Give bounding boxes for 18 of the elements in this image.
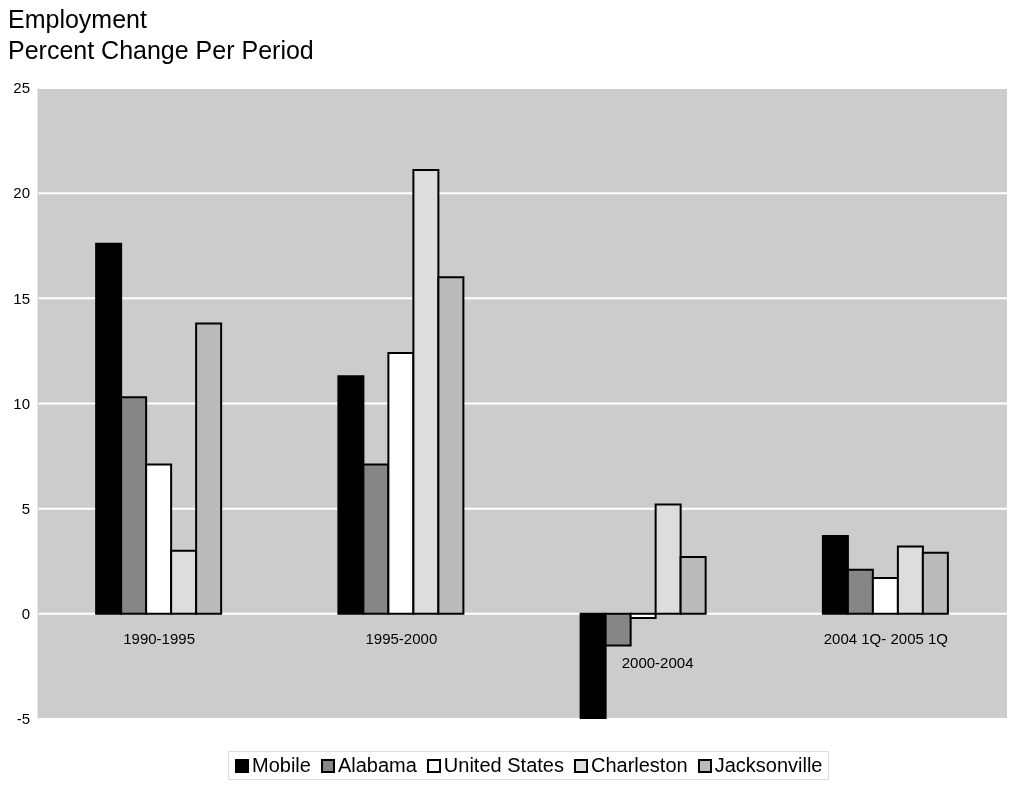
legend-label: Charleston (590, 754, 688, 777)
legend-label: Jacksonville (714, 754, 823, 777)
y-tick-label: 10 (13, 394, 30, 412)
x-tick-label: 1990-1995 (123, 629, 195, 647)
chart-subtitle: Percent Change Per Period (8, 35, 314, 66)
x-tick-label: 1995-2000 (365, 629, 438, 647)
legend-label: Alabama (337, 754, 417, 777)
y-tick-label: 25 (13, 79, 30, 97)
x-tick-label: 2000-2004 (621, 653, 694, 671)
chart-title: Employment (8, 4, 148, 35)
legend-label: United States (443, 754, 564, 777)
y-tick-label: -5 (16, 710, 30, 728)
legend-label: Mobile (252, 754, 311, 777)
y-tick-label: 5 (21, 499, 30, 517)
y-tick-label: 15 (13, 289, 30, 307)
y-tick-label: 20 (13, 184, 30, 202)
y-tick-label: 0 (21, 605, 30, 623)
x-tick-label: 2004 1Q- 2005 1Q (823, 629, 949, 647)
